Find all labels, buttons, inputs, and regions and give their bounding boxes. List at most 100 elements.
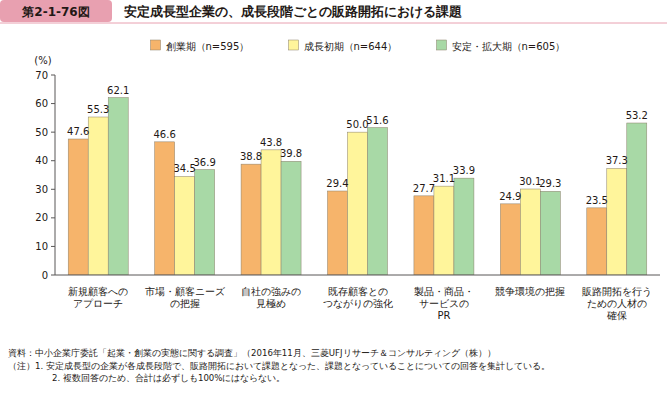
data-label: 29.3 bbox=[539, 178, 561, 189]
x-tick-line: 販路開拓を行う bbox=[582, 286, 652, 297]
y-tick bbox=[51, 132, 55, 133]
bar bbox=[261, 150, 281, 275]
bar bbox=[520, 189, 540, 275]
y-tick bbox=[51, 246, 55, 247]
x-tick-line: 製品・商品・ bbox=[414, 286, 474, 297]
data-label: 51.6 bbox=[366, 115, 388, 126]
x-tick-label: 既存顧客とのつながりの強化 bbox=[323, 286, 393, 309]
data-label: 46.6 bbox=[154, 129, 176, 140]
x-tick-line: 自社の強みの bbox=[241, 286, 301, 297]
y-tick bbox=[51, 160, 55, 161]
data-label: 33.9 bbox=[453, 165, 475, 176]
x-tick-label: 新規顧客へのアプローチ bbox=[68, 286, 128, 309]
x-tick-label: 市場・顧客ニーズの把握 bbox=[145, 286, 226, 309]
data-label: 39.8 bbox=[280, 148, 302, 159]
x-tick-line: 見極め bbox=[256, 298, 286, 309]
legend-label: 創業期（n=595） bbox=[166, 41, 250, 52]
bar bbox=[627, 123, 647, 275]
y-axis-title: (%) bbox=[34, 55, 51, 66]
data-label: 27.7 bbox=[413, 183, 435, 194]
y-tick bbox=[51, 217, 55, 218]
bar bbox=[540, 191, 560, 275]
bar bbox=[88, 117, 108, 275]
bar bbox=[454, 178, 474, 275]
y-tick-label: 20 bbox=[35, 212, 48, 223]
y-tick-label: 60 bbox=[35, 98, 48, 109]
chart-title: 安定成長型企業の、成長段階ごとの販路開拓における課題 bbox=[124, 4, 462, 19]
y-tick bbox=[51, 103, 55, 104]
y-tick-label: 30 bbox=[35, 184, 48, 195]
figure-badge bbox=[0, 0, 112, 22]
x-tick-line: アプローチ bbox=[73, 298, 123, 309]
bar bbox=[241, 164, 261, 275]
data-label: 43.8 bbox=[260, 137, 282, 148]
bar bbox=[328, 191, 348, 275]
x-axis: 新規顧客へのアプローチ市場・顧客ニーズの把握自社の強みの見極め既存顧客とのつなが… bbox=[55, 275, 660, 321]
x-tick-line: 競争環境の把握 bbox=[495, 286, 565, 297]
legend-label: 安定・拡大期（n=605） bbox=[452, 41, 566, 52]
bar bbox=[607, 168, 627, 275]
bar bbox=[68, 139, 88, 275]
bar bbox=[108, 98, 128, 275]
data-label: 24.9 bbox=[499, 191, 521, 202]
bar bbox=[281, 161, 301, 275]
bar bbox=[414, 196, 434, 275]
y-tick-label: 0 bbox=[42, 270, 48, 281]
bar bbox=[500, 204, 520, 275]
x-axis-line bbox=[55, 275, 660, 276]
x-tick-label: 競争環境の把握 bbox=[495, 286, 565, 297]
x-tick-line: 確保 bbox=[606, 310, 627, 321]
data-labels: 47.6 46.6 38.8 29.4 27.7 24.9 23.5 55.3 34.5 43.8… bbox=[67, 85, 648, 206]
bar bbox=[155, 142, 175, 275]
bar bbox=[434, 186, 454, 275]
data-label: 50.0 bbox=[346, 119, 368, 130]
y-tick-label: 50 bbox=[35, 127, 48, 138]
bar bbox=[175, 176, 195, 275]
data-label: 38.8 bbox=[240, 151, 262, 162]
data-label: 55.3 bbox=[87, 104, 109, 115]
x-tick-line: の把握 bbox=[170, 298, 200, 309]
bar bbox=[195, 170, 215, 275]
x-tick-label: 自社の強みの見極め bbox=[241, 286, 301, 309]
x-tick-line: サービスの bbox=[419, 298, 469, 309]
y-tick bbox=[51, 189, 55, 190]
data-label: 29.4 bbox=[326, 178, 348, 189]
x-tick-line: PR bbox=[437, 310, 450, 321]
data-label: 53.2 bbox=[626, 110, 648, 121]
x-tick-label: 販路開拓を行うための人材の確保 bbox=[582, 286, 652, 321]
bars bbox=[68, 98, 647, 275]
y-tick bbox=[51, 75, 55, 76]
legend: 創業期（n=595） 成長初期（n=644） 安定・拡大期（n=605） bbox=[151, 40, 566, 52]
header-rule bbox=[0, 23, 667, 24]
y-tick-label: 70 bbox=[35, 70, 48, 81]
legend-swatch bbox=[289, 40, 299, 50]
data-label: 34.5 bbox=[174, 163, 196, 174]
y-tick bbox=[51, 275, 55, 276]
data-label: 36.9 bbox=[194, 157, 216, 168]
data-label: 37.3 bbox=[606, 155, 628, 166]
data-label: 31.1 bbox=[433, 173, 455, 184]
x-tick-label: 製品・商品・サービスのPR bbox=[414, 286, 474, 321]
legend-label: 成長初期（n=644） bbox=[304, 41, 398, 52]
legend-swatch bbox=[437, 40, 447, 50]
data-label: 30.1 bbox=[519, 176, 541, 187]
bar bbox=[368, 128, 388, 275]
data-label: 23.5 bbox=[586, 195, 608, 206]
bar bbox=[587, 208, 607, 275]
note: 2. 複数回答のため、合計は必ずしも100%にはならない。 bbox=[52, 373, 286, 383]
x-tick-line: ための人材の bbox=[587, 298, 647, 309]
y-tick-label: 10 bbox=[35, 241, 48, 252]
legend-swatch bbox=[151, 40, 161, 50]
x-tick-line: つながりの強化 bbox=[323, 298, 393, 309]
data-label: 62.1 bbox=[107, 85, 129, 96]
x-tick-line: 新規顧客への bbox=[68, 286, 128, 297]
note: 資料：中小企業庁委託「起業・創業の実態に関する調査」（2016年11月、三菱UF… bbox=[8, 348, 496, 358]
y-tick-label: 40 bbox=[35, 155, 48, 166]
x-tick-line: 市場・顧客ニーズ bbox=[145, 286, 226, 297]
figure-number: 第2-1-76図 bbox=[21, 5, 89, 19]
bar bbox=[348, 132, 368, 275]
note: （注）1. 安定成長型の企業が各成長段階で、販路開拓において課題となった、課題と… bbox=[8, 361, 550, 371]
data-label: 47.6 bbox=[67, 126, 89, 137]
y-axis-line bbox=[55, 75, 56, 275]
x-tick-line: 既存顧客との bbox=[328, 286, 388, 297]
